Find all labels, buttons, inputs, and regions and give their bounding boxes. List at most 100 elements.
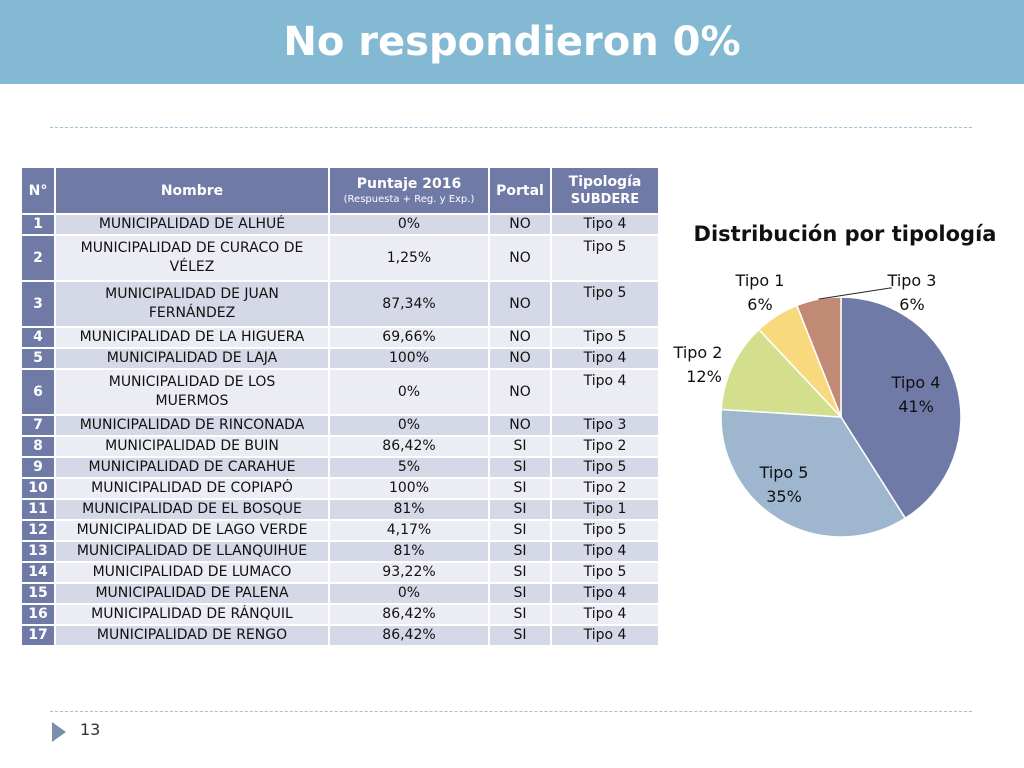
- row-nombre: MUNICIPALIDAD DE BUIN: [54, 435, 330, 458]
- row-portal: NO: [488, 326, 552, 349]
- row-puntaje: 93,22%: [328, 561, 490, 584]
- slice-name-label: Tipo 5: [759, 463, 809, 482]
- row-nombre: MUNICIPALIDAD DE RÁNQUIL: [54, 603, 330, 626]
- slide-title: No respondieron 0%: [283, 19, 741, 65]
- row-portal: SI: [488, 456, 552, 479]
- title-bar: [0, 0, 1024, 84]
- slice-name-label: Tipo 3: [887, 271, 937, 290]
- row-number: 8: [20, 435, 56, 458]
- row-nombre: MUNICIPALIDAD DE LAJA: [54, 347, 330, 370]
- row-number: 11: [20, 498, 56, 521]
- row-puntaje: 100%: [328, 347, 490, 370]
- row-number: 2: [20, 234, 56, 282]
- slice-value-label: 41%: [898, 397, 934, 416]
- row-portal: SI: [488, 498, 552, 521]
- row-puntaje: 5%: [328, 456, 490, 479]
- row-number: 15: [20, 582, 56, 605]
- row-tipo: Tipo 4: [550, 540, 660, 563]
- row-nombre: MUNICIPALIDAD DE EL BOSQUE: [54, 498, 330, 521]
- table-row: 17 MUNICIPALIDAD DE RENGO 86,42% SI Tipo 4: [20, 624, 660, 647]
- row-portal: NO: [488, 280, 552, 328]
- row-nombre-line1: MUNICIPALIDAD DE JUAN: [105, 286, 279, 302]
- row-tipo: Tipo 5: [550, 326, 660, 349]
- table-row: 10 MUNICIPALIDAD DE COPIAPÓ 100% SI Tipo 2: [20, 477, 660, 500]
- table-row: 5 MUNICIPALIDAD DE LAJA 100% NO Tipo 4: [20, 347, 660, 370]
- table-row: 8 MUNICIPALIDAD DE BUIN 86,42% SI Tipo 2: [20, 435, 660, 458]
- table-header-row: N° Nombre Puntaje 2016 (Respuesta + Reg.…: [20, 166, 660, 215]
- row-nombre-line1: MUNICIPALIDAD DE RÁNQUIL: [91, 606, 293, 622]
- row-number: 10: [20, 477, 56, 500]
- row-number: 4: [20, 326, 56, 349]
- row-tipo: Tipo 4: [550, 624, 660, 647]
- row-puntaje: 81%: [328, 498, 490, 521]
- top-divider: [50, 127, 972, 128]
- table-row: 9 MUNICIPALIDAD DE CARAHUE 5% SI Tipo 5: [20, 456, 660, 479]
- row-portal: NO: [488, 213, 552, 236]
- row-number: 5: [20, 347, 56, 370]
- slice-name-label: Tipo 2: [673, 343, 723, 362]
- row-nombre-line1: MUNICIPALIDAD DE CURACO DE: [80, 240, 304, 256]
- row-tipo: Tipo 5: [550, 519, 660, 542]
- row-portal: SI: [488, 582, 552, 605]
- row-nombre-line1: MUNICIPALIDAD DE LAJA: [106, 350, 278, 366]
- row-nombre: MUNICIPALIDAD DE JUAN FERNÁNDEZ: [54, 280, 330, 328]
- row-portal: SI: [488, 435, 552, 458]
- row-puntaje: 87,34%: [328, 280, 490, 328]
- row-number: 12: [20, 519, 56, 542]
- row-tipo: Tipo 5: [550, 456, 660, 479]
- header-tipologia: Tipología SUBDERE: [550, 166, 660, 215]
- row-tipo: Tipo 4: [550, 347, 660, 370]
- table-row: 7 MUNICIPALIDAD DE RINCONADA 0% NO Tipo 3: [20, 414, 660, 437]
- row-nombre-line1: MUNICIPALIDAD DE LAGO VERDE: [76, 522, 308, 538]
- row-nombre-line1: MUNICIPALIDAD DE ALHUÉ: [98, 216, 286, 232]
- header-puntaje: Puntaje 2016 (Respuesta + Reg. y Exp.): [328, 166, 490, 215]
- leader-line-tipo-3: [818, 287, 892, 300]
- row-nombre-line1: MUNICIPALIDAD DE COPIAPÓ: [91, 480, 293, 496]
- table-row: 13 MUNICIPALIDAD DE LLANQUIHUE 81% SI Tipo 4: [20, 540, 660, 563]
- row-nombre: MUNICIPALIDAD DE RINCONADA: [54, 414, 330, 437]
- row-nombre: MUNICIPALIDAD DE RENGO: [54, 624, 330, 647]
- row-puntaje: 81%: [328, 540, 490, 563]
- row-tipo: Tipo 2: [550, 477, 660, 500]
- row-portal: NO: [488, 347, 552, 370]
- slice-name-label: Tipo 4: [891, 373, 941, 392]
- header-puntaje-sub: (Respuesta + Reg. y Exp.): [343, 194, 475, 205]
- header-portal: Portal: [488, 166, 552, 215]
- header-tipologia-sub: SUBDERE: [570, 191, 640, 207]
- row-portal: SI: [488, 477, 552, 500]
- row-nombre: MUNICIPALIDAD DE LAGO VERDE: [54, 519, 330, 542]
- row-nombre-line2: FERNÁNDEZ: [148, 305, 236, 321]
- table-row: 14 MUNICIPALIDAD DE LUMACO 93,22% SI Tipo 5: [20, 561, 660, 584]
- row-tipo: Tipo 5: [550, 561, 660, 584]
- table-row: 1 MUNICIPALIDAD DE ALHUÉ 0% NO Tipo 4: [20, 213, 660, 236]
- municipality-table: N° Nombre Puntaje 2016 (Respuesta + Reg.…: [20, 166, 660, 647]
- row-nombre-line1: MUNICIPALIDAD DE LA HIGUERA: [79, 329, 305, 345]
- row-portal: SI: [488, 561, 552, 584]
- row-nombre: MUNICIPALIDAD DE COPIAPÓ: [54, 477, 330, 500]
- row-nombre-line1: MUNICIPALIDAD DE RINCONADA: [79, 417, 305, 433]
- bottom-divider: [50, 711, 972, 712]
- row-nombre-line1: MUNICIPALIDAD DE LOS: [108, 374, 276, 390]
- row-number: 9: [20, 456, 56, 479]
- slice-value-label: 6%: [899, 295, 924, 314]
- slice-value-label: 6%: [747, 295, 772, 314]
- play-arrow-icon: [52, 722, 66, 742]
- row-tipo: Tipo 2: [550, 435, 660, 458]
- row-portal: SI: [488, 519, 552, 542]
- row-puntaje: 69,66%: [328, 326, 490, 349]
- row-puntaje: 86,42%: [328, 624, 490, 647]
- row-tipo: Tipo 5: [550, 280, 660, 328]
- slice-name-label: Tipo 1: [735, 271, 785, 290]
- row-nombre-line1: MUNICIPALIDAD DE LLANQUIHUE: [76, 543, 308, 559]
- row-number: 7: [20, 414, 56, 437]
- row-puntaje: 0%: [328, 368, 490, 416]
- row-nombre-line1: MUNICIPALIDAD DE LUMACO: [92, 564, 292, 580]
- row-number: 1: [20, 213, 56, 236]
- row-number: 16: [20, 603, 56, 626]
- row-tipo: Tipo 4: [550, 582, 660, 605]
- row-nombre: MUNICIPALIDAD DE PALENA: [54, 582, 330, 605]
- header-tipologia-label: Tipología: [568, 173, 642, 190]
- row-puntaje: 86,42%: [328, 603, 490, 626]
- row-nombre-line1: MUNICIPALIDAD DE BUIN: [105, 438, 279, 454]
- row-number: 13: [20, 540, 56, 563]
